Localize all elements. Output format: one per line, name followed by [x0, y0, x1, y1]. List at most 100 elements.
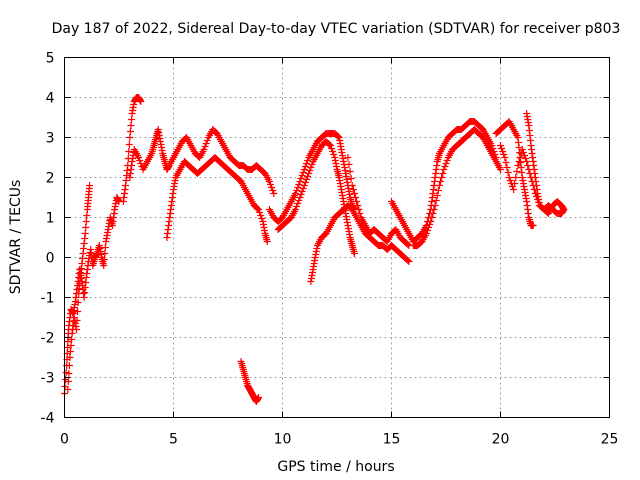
data-point [300, 182, 308, 189]
y-tick-label: 2 [46, 171, 55, 187]
data-point [347, 175, 355, 182]
data-point [432, 197, 440, 204]
data-point [344, 154, 352, 161]
data-points [61, 94, 568, 405]
data-point [497, 166, 504, 173]
data-point [263, 238, 271, 245]
data-point [501, 154, 509, 161]
data-point [430, 206, 438, 213]
data-point [354, 202, 362, 209]
data-point [86, 182, 94, 189]
data-point [513, 168, 521, 175]
data-point [137, 98, 145, 105]
data-point [64, 386, 72, 393]
data-point [425, 224, 433, 231]
data-point [73, 317, 81, 324]
data-point [72, 326, 80, 333]
data-point [497, 142, 504, 149]
x-tick-label: 20 [492, 432, 510, 448]
data-point [440, 166, 448, 173]
plot-border [64, 57, 610, 418]
data-point [427, 218, 435, 225]
data-point [305, 170, 313, 177]
data-point [298, 172, 306, 179]
data-point [514, 162, 522, 169]
data-point [294, 184, 302, 191]
data-point [296, 194, 304, 201]
data-point [352, 194, 360, 201]
y-tick-label: 4 [46, 91, 55, 107]
x-tick-label: 10 [274, 432, 292, 448]
data-point [325, 141, 333, 148]
data-point [356, 210, 364, 217]
data-point [295, 181, 303, 188]
data-point [433, 192, 441, 199]
data-point [255, 394, 263, 401]
data-point [101, 250, 109, 257]
data-point [518, 146, 526, 153]
data-point [504, 169, 512, 176]
data-point [426, 221, 434, 228]
data-point [267, 181, 275, 188]
data-point [429, 210, 437, 217]
data-point [500, 151, 508, 158]
data-point [307, 164, 315, 171]
y-tick-label: 1 [46, 211, 55, 227]
data-point [498, 145, 506, 152]
data-point [68, 336, 76, 343]
data-point [253, 205, 261, 212]
data-point [511, 180, 519, 187]
data-point [127, 122, 135, 129]
data-point [82, 218, 90, 225]
x-axis-label: GPS time / hours [277, 459, 394, 475]
data-point [560, 206, 568, 213]
data-point [326, 142, 334, 149]
data-point [64, 378, 72, 385]
data-point [294, 200, 302, 207]
data-point [66, 354, 74, 361]
data-point [522, 155, 530, 162]
data-point [519, 149, 527, 156]
data-point [505, 174, 513, 181]
data-point [257, 212, 265, 219]
data-point [431, 202, 439, 209]
data-point [437, 178, 445, 185]
y-tick-label: 3 [46, 131, 55, 147]
data-point [515, 158, 523, 165]
data-point [82, 224, 90, 231]
data-point [81, 230, 89, 237]
data-point [348, 182, 356, 189]
data-point [299, 185, 307, 192]
data-point [330, 151, 338, 158]
data-point [301, 179, 309, 186]
data-point [328, 145, 336, 152]
data-point [423, 227, 431, 234]
y-tick-label: -2 [41, 331, 55, 347]
x-tick-label: 25 [601, 432, 619, 448]
data-point [135, 154, 143, 161]
data-point [350, 190, 358, 197]
data-point [434, 187, 442, 194]
data-point [349, 186, 357, 193]
data-point [306, 167, 314, 174]
y-tick-label: 0 [46, 251, 55, 267]
data-point [443, 157, 451, 164]
data-point [101, 244, 109, 251]
data-point [350, 250, 358, 257]
data-point [265, 178, 273, 185]
data-point [512, 174, 520, 181]
data-point [506, 177, 514, 184]
data-point [65, 370, 73, 377]
data-point [297, 175, 305, 182]
data-point [523, 158, 531, 165]
data-point [329, 148, 337, 155]
data-point [136, 157, 144, 164]
data-point [428, 214, 436, 221]
data-point [438, 174, 446, 181]
chart-title: Day 187 of 2022, Sidereal Day-to-day VTE… [52, 21, 621, 37]
y-tick-label: -3 [41, 371, 55, 387]
data-point [296, 178, 304, 185]
data-point [100, 256, 108, 263]
